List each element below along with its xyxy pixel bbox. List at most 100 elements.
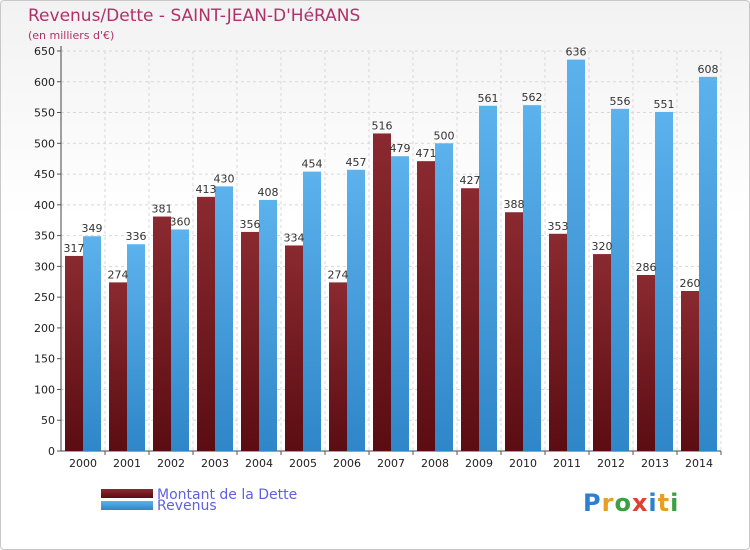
bar-revenus [523, 105, 541, 452]
bar-debt [373, 133, 391, 451]
bar-debt [153, 216, 171, 451]
data-label-revenus: 556 [610, 95, 631, 108]
data-label-debt: 320 [592, 240, 613, 253]
logo-letter: x [631, 489, 649, 517]
data-label-revenus: 360 [170, 215, 191, 228]
x-tick-label: 2009 [465, 457, 493, 470]
y-tick-label: 350 [34, 230, 55, 243]
bar-revenus [391, 156, 409, 451]
bar-debt [593, 254, 611, 451]
y-tick-label: 450 [34, 168, 55, 181]
bar-debt [329, 282, 347, 451]
data-label-revenus: 454 [302, 158, 323, 171]
bar-debt [65, 255, 83, 451]
bar-revenus [611, 108, 629, 451]
y-tick-label: 550 [34, 107, 55, 120]
legend-label-debt: Montant de la Dette [157, 487, 298, 503]
x-tick-label: 2000 [69, 457, 97, 470]
data-label-debt: 274 [108, 268, 129, 281]
bar-revenus [303, 171, 321, 451]
bar-debt [637, 275, 655, 451]
data-label-debt: 427 [460, 174, 481, 187]
x-tick-label: 2006 [333, 457, 361, 470]
data-label-debt: 334 [284, 231, 305, 244]
bar-revenus [83, 236, 101, 451]
bar-debt [417, 161, 435, 451]
bar-debt [197, 196, 215, 451]
data-label-revenus: 636 [566, 46, 587, 59]
bar-debt [241, 231, 259, 451]
y-tick-label: 500 [34, 137, 55, 150]
x-tick-label: 2014 [685, 457, 713, 470]
logo-letter: P [583, 489, 602, 517]
y-tick-label: 600 [34, 76, 55, 89]
data-label-debt: 274 [328, 268, 349, 281]
data-label-debt: 356 [240, 218, 261, 231]
data-label-debt: 286 [636, 261, 657, 274]
y-tick-label: 200 [34, 322, 55, 335]
x-tick-label: 2007 [377, 457, 405, 470]
bar-debt [505, 212, 523, 451]
data-label-revenus: 562 [522, 91, 543, 104]
bar-debt [549, 233, 567, 451]
x-tick-label: 2005 [289, 457, 317, 470]
y-tick-label: 650 [34, 45, 55, 58]
data-label-revenus: 349 [82, 222, 103, 235]
x-tick-label: 2012 [597, 457, 625, 470]
data-label-revenus: 551 [654, 98, 675, 111]
y-tick-label: 100 [34, 383, 55, 396]
x-tick-label: 2011 [553, 457, 581, 470]
bar-debt [109, 282, 127, 451]
legend-swatch-revenus [101, 501, 153, 510]
data-label-revenus: 457 [346, 156, 367, 169]
data-label-debt: 317 [64, 242, 85, 255]
x-tick-label: 2008 [421, 457, 449, 470]
y-tick-label: 50 [41, 414, 55, 427]
bar-debt [461, 188, 479, 451]
logo-letter: i [648, 489, 658, 517]
bar-revenus [655, 111, 673, 451]
proxiti-logo: Proxiti [583, 489, 679, 517]
x-tick-label: 2002 [157, 457, 185, 470]
data-label-revenus: 408 [258, 186, 279, 199]
data-label-debt: 353 [548, 220, 569, 233]
data-label-debt: 516 [372, 119, 393, 132]
y-tick-label: 400 [34, 199, 55, 212]
bar-revenus [171, 229, 189, 451]
chart-subtitle: (en milliers d'€) [28, 29, 115, 42]
logo-letter: t [657, 489, 671, 517]
y-tick-label: 300 [34, 260, 55, 273]
bar-revenus [699, 76, 717, 451]
data-label-revenus: 608 [698, 63, 719, 76]
bar-revenus [435, 143, 453, 452]
bar-debt [285, 245, 303, 451]
data-label-debt: 388 [504, 198, 525, 211]
bar-revenus [215, 186, 233, 451]
data-label-debt: 413 [196, 183, 217, 196]
data-label-revenus: 479 [390, 142, 411, 155]
bar-debt [681, 291, 699, 451]
bar-revenus [479, 105, 497, 452]
data-label-debt: 260 [680, 277, 701, 290]
logo-letter: o [614, 489, 632, 517]
y-tick-label: 150 [34, 353, 55, 366]
data-label-revenus: 500 [434, 129, 455, 142]
bar-revenus [567, 59, 585, 451]
logo-letter: r [601, 489, 615, 517]
logo-letter: i [670, 489, 680, 517]
data-label-revenus: 336 [126, 230, 147, 243]
legend-label-revenus: Revenus [157, 498, 217, 514]
x-tick-label: 2003 [201, 457, 229, 470]
data-label-revenus: 561 [478, 92, 499, 105]
legend-swatch-debt [101, 489, 153, 498]
bar-revenus [347, 169, 365, 451]
chart-title: Revenus/Dette - SAINT-JEAN-D'HéRANS [28, 6, 361, 26]
y-tick-label: 0 [48, 445, 55, 458]
bar-revenus [259, 199, 277, 451]
bar-revenus [127, 244, 145, 451]
data-label-debt: 381 [152, 203, 173, 216]
data-label-revenus: 430 [214, 172, 235, 185]
